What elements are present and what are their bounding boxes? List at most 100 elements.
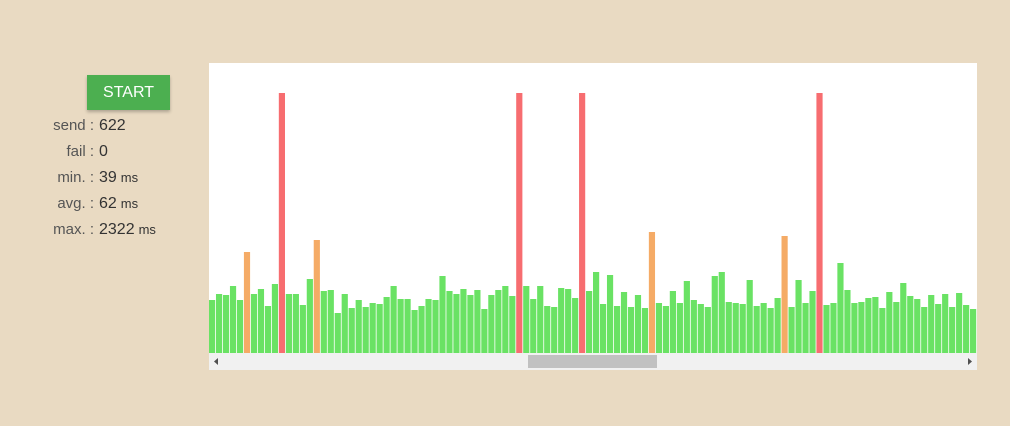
scroll-left-arrow[interactable] [214, 358, 218, 365]
bar [299, 305, 306, 353]
bar [970, 309, 977, 353]
stat-value: 2322 ms [99, 221, 156, 239]
bar [837, 263, 844, 353]
bar [697, 304, 704, 353]
bar [690, 300, 697, 353]
stat-unit: ms [138, 222, 156, 237]
bar [209, 300, 216, 353]
bar [236, 300, 244, 353]
bar [341, 294, 348, 353]
bar [788, 307, 795, 353]
bar [648, 232, 656, 353]
bar [432, 300, 439, 353]
stat-label: max. : [53, 221, 94, 238]
bar [376, 304, 383, 353]
scrollbar-thumb[interactable] [528, 355, 657, 368]
chart [209, 63, 977, 370]
stat-value: 0 [99, 143, 108, 161]
bar [830, 303, 837, 353]
bar [893, 302, 900, 353]
stat-value: 39 ms [99, 169, 138, 187]
bar [746, 280, 753, 353]
bar [404, 299, 411, 353]
scroll-right-arrow[interactable] [968, 358, 972, 365]
bar [620, 292, 628, 353]
bar [565, 289, 572, 353]
bar [474, 290, 481, 353]
bar [781, 236, 788, 353]
bar [886, 292, 893, 353]
bar [530, 299, 537, 353]
bar [809, 291, 816, 353]
bar [753, 306, 760, 353]
bar [655, 303, 663, 353]
bar [634, 295, 642, 353]
bar [774, 298, 781, 353]
stat-label: avg. : [57, 195, 94, 212]
bar [257, 289, 265, 353]
bar [278, 93, 285, 353]
stat-number: 0 [99, 143, 108, 160]
bar [446, 291, 453, 353]
stat-label: send : [53, 117, 94, 134]
bar [509, 296, 516, 353]
bar [488, 295, 495, 353]
bar [481, 309, 488, 353]
bar [928, 295, 935, 353]
stat-row: fail : 0 [0, 143, 200, 169]
bar [439, 276, 446, 353]
stat-number: 39 [99, 169, 117, 186]
stat-value: 62 ms [99, 195, 138, 213]
bar [306, 279, 313, 353]
stat-number: 62 [99, 195, 117, 212]
stat-row: send : 622 [0, 117, 200, 143]
bar [327, 290, 334, 353]
stat-row: min. : 39 ms [0, 169, 200, 195]
bar [844, 290, 851, 353]
bar [285, 294, 292, 353]
bar [599, 304, 607, 353]
bar [453, 294, 460, 353]
bar [313, 240, 320, 353]
bar [467, 295, 474, 353]
bar [397, 299, 404, 353]
bar [572, 298, 579, 353]
bar [390, 286, 397, 353]
bar [523, 286, 530, 353]
bar [292, 294, 299, 353]
bar [460, 289, 467, 353]
bar [767, 308, 774, 353]
bar [229, 286, 237, 353]
bar [963, 305, 970, 353]
bar [921, 307, 928, 353]
bar [215, 294, 223, 353]
bar [865, 298, 872, 353]
bar [411, 310, 418, 353]
bar [264, 306, 272, 353]
bar [551, 307, 558, 353]
bar [942, 294, 949, 353]
bar [851, 303, 858, 353]
bar [858, 302, 865, 353]
bar [711, 276, 718, 353]
bar [613, 306, 621, 353]
bar [823, 305, 830, 353]
bar [362, 307, 369, 353]
bar [383, 297, 390, 353]
stat-value: 622 [99, 117, 126, 135]
bar [250, 294, 258, 353]
bar [355, 300, 362, 353]
bar [669, 291, 676, 353]
bar [802, 303, 809, 353]
bar [676, 303, 683, 353]
bar [879, 308, 886, 353]
bar [914, 299, 921, 353]
stat-unit: ms [120, 196, 139, 211]
bar [872, 297, 879, 353]
start-button[interactable]: START [87, 75, 170, 110]
bar [369, 303, 376, 353]
bar [662, 306, 669, 353]
bar [243, 252, 251, 353]
bar [271, 284, 279, 353]
